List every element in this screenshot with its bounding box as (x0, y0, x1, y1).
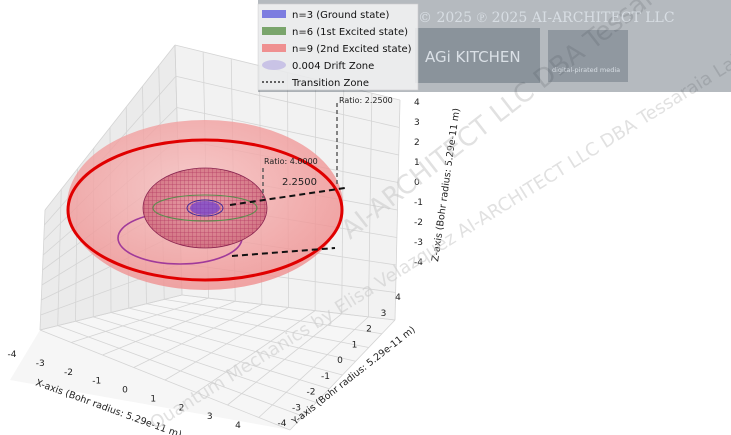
legend-swatch-n9 (262, 44, 286, 52)
grid-line (164, 307, 289, 381)
legend-label-n3: n=3 (Ground state) (292, 10, 389, 21)
grid-line (227, 313, 342, 406)
logo-text: AGi KITCHEN (425, 48, 521, 66)
grid-line (128, 307, 356, 362)
y-tick-label: 2 (366, 325, 372, 335)
grid-line (258, 316, 369, 418)
grid-line (146, 303, 369, 348)
grid-line (367, 93, 373, 317)
legend-item-drift: 0.004 Drift Zone (262, 60, 374, 72)
x-tick-label: 2 (179, 403, 185, 413)
legend-item-n3: n=3 (Ground state) (262, 10, 389, 21)
y-tick-label: -4 (278, 419, 287, 429)
z-tick-label: 4 (414, 98, 420, 108)
x-tick-label: -1 (92, 377, 101, 387)
y-tick-label: -1 (321, 372, 330, 382)
y-tick-label: -3 (292, 403, 301, 413)
legend-swatch-drift (262, 60, 286, 70)
z-tick-label: -2 (414, 218, 423, 228)
grid-line (164, 298, 382, 335)
logo-subtext: digital-pirated media (552, 66, 620, 74)
y-tick-label: -2 (307, 388, 316, 398)
orbit-n9 (66, 138, 344, 282)
grid-line (394, 99, 401, 321)
z-tick-label: 1 (414, 158, 420, 168)
z-tick-label: 3 (414, 118, 420, 128)
z-tick-label: 2 (414, 138, 420, 148)
x-tick-label: -3 (36, 359, 45, 369)
legend: n=3 (Ground state) n=6 (1st Excited stat… (257, 3, 419, 91)
grid-line (196, 310, 316, 393)
ratio-leaders (262, 103, 338, 198)
sphere-n3 (186, 199, 224, 217)
x-tick-label: 4 (235, 421, 241, 431)
legend-swatch-n3 (262, 10, 286, 18)
copyright-text: © 2025 ℗ 2025 AI-ARCHITECT LLC (418, 10, 675, 26)
transition-lines (229, 187, 346, 257)
legend-swatch-n6 (262, 27, 286, 35)
z-tick-label: -4 (414, 258, 423, 268)
x-tick-label: -2 (64, 368, 73, 378)
z-tick-label: -1 (414, 198, 423, 208)
legend-item-n6: n=6 (1st Excited state) (262, 27, 408, 38)
x-tick-label: 1 (150, 394, 156, 404)
legend-label-n9: n=9 (2nd Excited state) (292, 44, 412, 55)
y-tick-label: 1 (352, 340, 358, 350)
x-tick-label: -4 (8, 350, 17, 360)
z-tick-label: 0 (414, 178, 420, 188)
z-tick-label: -3 (414, 238, 423, 248)
legend-label-transition: Transition Zone (291, 78, 369, 89)
ratio-value: 2.2500 (282, 177, 317, 188)
x-tick-label: 0 (122, 386, 128, 396)
legend-label-drift: 0.004 Drift Zone (292, 61, 374, 72)
y-tick-label: 0 (337, 356, 343, 366)
ratio-annotation-inner: Ratio: 4.0000 (264, 157, 318, 166)
y-tick-label: 4 (395, 293, 401, 303)
grid-line (289, 319, 396, 431)
legend-item-transition: Transition Zone (262, 78, 369, 89)
x-tick-label: 3 (207, 412, 213, 422)
ratio-annotation-outer: Ratio: 2.2500 (339, 96, 393, 105)
grid-line (181, 294, 396, 321)
legend-item-n9: n=9 (2nd Excited state) (262, 44, 412, 55)
legend-label-n6: n=6 (1st Excited state) (292, 27, 408, 38)
y-tick-label: 3 (381, 309, 387, 319)
